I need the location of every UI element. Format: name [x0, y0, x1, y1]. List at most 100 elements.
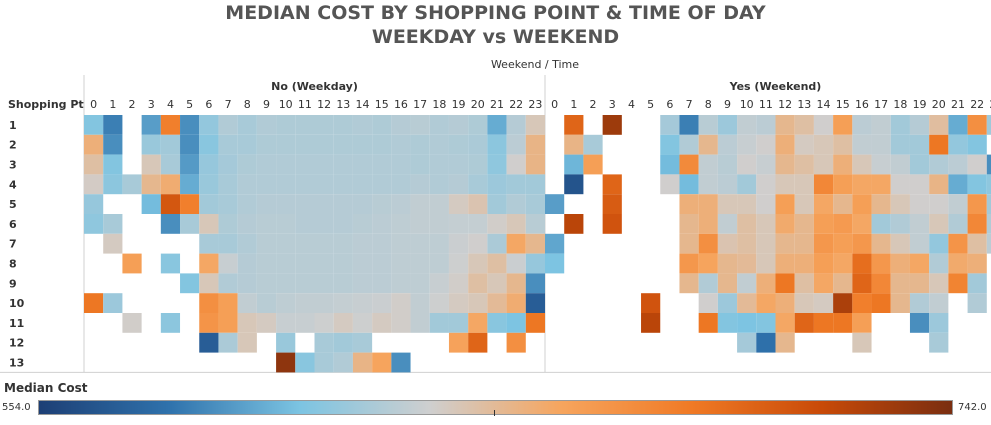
heatmap-cell	[429, 194, 449, 214]
heatmap-cell	[756, 332, 776, 353]
heatmap-cell	[218, 253, 238, 274]
heatmap-cell	[506, 233, 526, 254]
heatmap-cell	[391, 174, 411, 195]
heatmap-cell	[833, 154, 853, 175]
heatmap-cell	[929, 174, 949, 195]
heatmap-cell	[717, 115, 738, 135]
heatmap-cell	[429, 154, 449, 175]
heatmap-cell	[141, 134, 161, 155]
heatmap-cell	[698, 233, 718, 254]
heatmap-cell	[237, 214, 257, 234]
heatmap-cell	[468, 313, 488, 333]
heatmap-cell	[871, 233, 891, 254]
heatmap-cell	[852, 134, 872, 155]
heatmap-cell	[372, 174, 392, 195]
heatmap-cell	[448, 134, 469, 155]
hour-tick-label: 16	[855, 98, 869, 111]
heatmap-cell	[314, 134, 334, 155]
heatmap-cell	[295, 174, 315, 195]
heatmap-cell	[717, 313, 738, 333]
heatmap-cell	[391, 214, 411, 234]
heatmap-cell	[448, 273, 469, 294]
heatmap-cell	[756, 313, 776, 333]
heatmap-cell	[506, 214, 526, 234]
heatmap-cell	[333, 174, 353, 195]
heatmap-cell	[180, 194, 200, 214]
heatmap-cell	[890, 233, 910, 254]
legend-color-bar[interactable]	[38, 400, 953, 415]
heatmap-cell	[871, 115, 891, 135]
heatmap-cell	[468, 293, 488, 313]
heatmap-cell	[909, 134, 930, 155]
heatmap-cell	[564, 154, 584, 175]
heatmap-cell	[871, 134, 891, 155]
heatmap-cell	[372, 352, 392, 373]
heatmap-cell	[967, 273, 987, 294]
heatmap-cell	[967, 214, 987, 234]
heatmap-cell	[218, 174, 238, 195]
heatmap-cell	[122, 174, 142, 195]
heatmap-cell	[295, 134, 315, 155]
heatmap-cell	[813, 253, 834, 274]
heatmap-cell	[468, 134, 488, 155]
heatmap-cell	[679, 214, 699, 234]
heatmap-cell	[276, 214, 296, 234]
heatmap-cell	[929, 313, 949, 333]
heatmap-cell	[199, 154, 219, 175]
heatmap-cell	[929, 253, 949, 274]
heatmap-cell	[717, 134, 738, 155]
heatmap-cell	[756, 115, 776, 135]
heatmap-cell	[276, 332, 296, 353]
heatmap-cell	[871, 194, 891, 214]
legend-midpoint-tick	[494, 410, 495, 416]
heatmap-cell	[352, 233, 373, 254]
heatmap-cell	[986, 233, 991, 254]
heatmap-cell	[564, 174, 584, 195]
heatmap-cell	[698, 154, 718, 175]
heatmap-cell	[717, 214, 738, 234]
heatmap-cell	[352, 253, 373, 274]
hour-tick-label: 2	[129, 98, 136, 111]
heatmap-cell	[564, 134, 584, 155]
heatmap-cell	[775, 313, 795, 333]
chart-subtitle: WEEKDAY vs WEEKEND	[371, 26, 620, 48]
heatmap-cell	[256, 273, 277, 294]
heatmap-cell	[237, 273, 257, 294]
heatmap-cell	[448, 154, 469, 175]
heatmap-cell	[372, 313, 392, 333]
heatmap-cell	[775, 134, 795, 155]
hour-tick-label: 1	[570, 98, 577, 111]
heatmap-cell	[256, 233, 277, 254]
heatmap-cell	[160, 194, 181, 214]
hour-tick-label: 5	[186, 98, 193, 111]
heatmap-cell	[487, 134, 507, 155]
heatmap-cell	[199, 115, 219, 135]
heatmap-cell	[506, 134, 526, 155]
heatmap-cell	[160, 174, 181, 195]
heatmap-cell	[276, 134, 296, 155]
heatmap-cell	[352, 154, 373, 175]
hour-tick-label: 7	[225, 98, 232, 111]
heatmap-cell	[948, 273, 968, 294]
heatmap-cell	[314, 214, 334, 234]
heatmap-cell	[775, 194, 795, 214]
heatmap-cell	[237, 332, 257, 353]
heatmap-cell	[160, 214, 181, 234]
heatmap-cell	[468, 115, 488, 135]
heatmap-cell	[218, 134, 238, 155]
heatmap-cell	[180, 115, 200, 135]
heatmap-cell	[909, 174, 930, 195]
heatmap-cell	[871, 154, 891, 175]
heatmap-cell	[372, 293, 392, 313]
heatmap-cell	[295, 352, 315, 373]
heatmap-cell	[698, 115, 718, 135]
heatmap-cell	[410, 194, 430, 214]
heatmap-cell	[967, 134, 987, 155]
heatmap-cell	[391, 233, 411, 254]
hour-tick-label: 14	[356, 98, 370, 111]
heatmap-cell	[199, 313, 219, 333]
hour-tick-label: 17	[874, 98, 888, 111]
heatmap-cell	[717, 233, 738, 254]
heatmap-cell	[199, 194, 219, 214]
heatmap-cell	[391, 293, 411, 313]
